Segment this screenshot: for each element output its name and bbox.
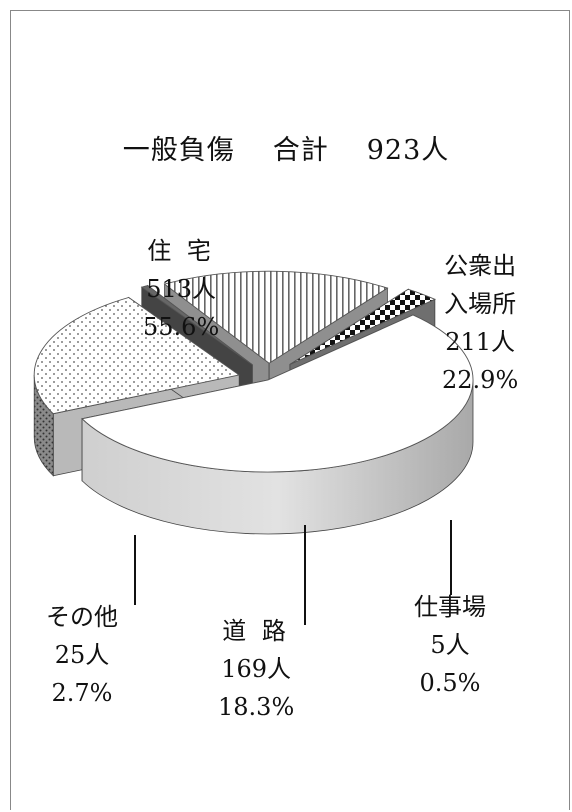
label-koshu-count: 211人: [445, 328, 516, 356]
label-sonota: その他 25人 2.7%: [46, 598, 118, 712]
label-koshu: 公衆出 入場所 211人 22.9%: [442, 247, 518, 399]
label-koshu-name-line2: 入場所: [444, 290, 517, 318]
chart-frame: [10, 10, 570, 810]
label-sonota-count: 25人: [54, 641, 110, 669]
label-shigotoba-name: 仕事場: [414, 593, 486, 621]
label-jutaku-percent: 55.6%: [143, 313, 220, 341]
pie-slice-0-top: [81, 314, 474, 473]
label-jutaku-name: 住 宅: [147, 237, 215, 265]
label-doro-count: 169人: [221, 655, 292, 683]
pie-slice-1-top: [33, 296, 241, 415]
label-doro-percent: 18.3%: [218, 693, 295, 721]
label-shigotoba: 仕事場 5人 0.5%: [414, 588, 486, 702]
label-jutaku-count: 513人: [146, 275, 217, 303]
label-sonota-percent: 2.7%: [51, 679, 113, 707]
label-shigotoba-percent: 0.5%: [419, 669, 481, 697]
label-shigotoba-count: 5人: [430, 631, 470, 659]
title-label: 一般負傷: [122, 135, 235, 166]
label-jutaku: 住 宅 513人 55.6%: [143, 232, 219, 346]
label-doro: 道 路 169人 18.3%: [218, 612, 294, 726]
pie-slice-0: [81, 314, 474, 535]
label-koshu-name-line1: 公衆出: [444, 252, 517, 280]
pie-slice-2-top: [140, 285, 253, 366]
label-doro-name: 道 路: [222, 617, 290, 645]
title-total-value: 923人: [366, 135, 450, 166]
label-sonota-name: その他: [46, 603, 118, 631]
chart-title: 一般負傷 合計 923人: [0, 128, 572, 167]
title-total-label: 合計: [272, 135, 329, 166]
label-koshu-percent: 22.9%: [442, 366, 519, 394]
pie-slice-4-top: [289, 288, 436, 365]
pie-slice-3-top: [163, 270, 389, 364]
